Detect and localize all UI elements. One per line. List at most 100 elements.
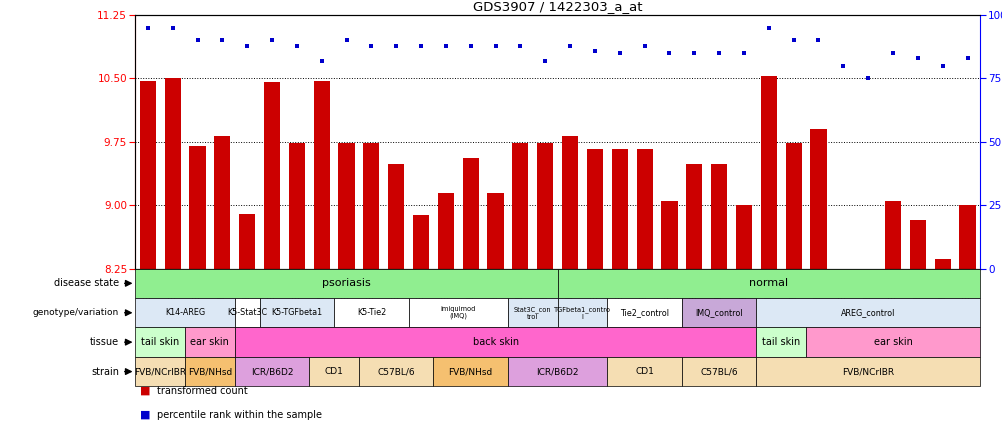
Bar — [234, 298, 260, 328]
Text: AREG_control: AREG_control — [840, 308, 895, 317]
Bar — [607, 298, 681, 328]
Text: normal: normal — [748, 278, 788, 288]
Point — [785, 37, 801, 44]
Bar — [681, 298, 756, 328]
Bar — [289, 143, 305, 269]
Text: ■: ■ — [140, 410, 150, 420]
Bar — [135, 357, 185, 386]
Bar — [309, 357, 359, 386]
Point — [189, 37, 205, 44]
Text: ICR/B6D2: ICR/B6D2 — [536, 367, 578, 376]
Bar — [408, 298, 507, 328]
Point — [934, 62, 950, 69]
Text: ■: ■ — [140, 386, 150, 396]
Text: imiquimod
(IMQ): imiquimod (IMQ) — [440, 306, 476, 320]
Bar — [214, 136, 230, 269]
Point — [760, 24, 776, 32]
Text: Stat3C_con
trol: Stat3C_con trol — [513, 306, 551, 320]
Text: strain: strain — [91, 367, 119, 377]
Bar — [806, 328, 979, 357]
Point — [289, 42, 305, 49]
Point — [487, 42, 503, 49]
Point — [860, 75, 876, 82]
Bar — [611, 150, 627, 269]
Bar — [557, 298, 607, 328]
Text: Tie2_control: Tie2_control — [619, 308, 668, 317]
Point — [537, 57, 553, 64]
Bar — [334, 298, 408, 328]
Text: tail skin: tail skin — [141, 337, 179, 347]
Bar — [139, 81, 155, 269]
Text: K14-AREG: K14-AREG — [165, 308, 205, 317]
Bar — [238, 214, 255, 269]
Text: psoriasis: psoriasis — [322, 278, 371, 288]
Text: IMQ_control: IMQ_control — [694, 308, 742, 317]
Bar — [756, 328, 806, 357]
Bar — [487, 194, 503, 269]
Point — [238, 42, 255, 49]
Bar — [413, 215, 429, 269]
Point — [438, 42, 454, 49]
Point — [909, 55, 925, 62]
Bar — [164, 79, 180, 269]
Point — [835, 62, 851, 69]
Point — [636, 42, 652, 49]
Point — [611, 50, 627, 57]
Bar — [561, 136, 577, 269]
Text: percentile rank within the sample: percentile rank within the sample — [157, 410, 323, 420]
Text: tail skin: tail skin — [762, 337, 800, 347]
Text: ICR/B6D2: ICR/B6D2 — [250, 367, 293, 376]
Text: FVB/NHsd: FVB/NHsd — [448, 367, 492, 376]
Bar — [260, 298, 334, 328]
Bar — [507, 298, 557, 328]
Text: FVB/NCrIBR: FVB/NCrIBR — [842, 367, 894, 376]
Point — [164, 24, 180, 32]
Text: C57BL/6: C57BL/6 — [377, 367, 415, 376]
Point — [735, 50, 752, 57]
Bar — [507, 357, 607, 386]
Bar — [607, 357, 681, 386]
Text: CD1: CD1 — [634, 367, 653, 376]
Text: ear skin: ear skin — [190, 337, 229, 347]
Text: C57BL/6: C57BL/6 — [699, 367, 737, 376]
Text: TGFbeta1_contro
l: TGFbeta1_contro l — [553, 306, 610, 320]
Bar — [135, 269, 557, 298]
Bar — [438, 194, 454, 269]
Point — [685, 50, 701, 57]
Point — [139, 24, 155, 32]
Text: FVB/NCrIBR: FVB/NCrIBR — [134, 367, 186, 376]
Bar — [636, 150, 652, 269]
Text: transformed count: transformed count — [157, 386, 247, 396]
Bar — [959, 205, 975, 269]
Bar — [934, 259, 950, 269]
Bar — [388, 164, 404, 269]
Bar — [537, 143, 553, 269]
Bar — [735, 205, 752, 269]
Text: K5-TGFbeta1: K5-TGFbeta1 — [271, 308, 322, 317]
Bar — [185, 328, 234, 357]
Bar — [756, 357, 979, 386]
Bar — [685, 164, 701, 269]
Bar — [909, 221, 925, 269]
Text: K5-Stat3C: K5-Stat3C — [226, 308, 267, 317]
Point — [512, 42, 528, 49]
Bar — [557, 269, 979, 298]
Point — [810, 37, 826, 44]
Point — [314, 57, 330, 64]
Bar — [338, 143, 355, 269]
Bar — [710, 164, 726, 269]
Title: GDS3907 / 1422303_a_at: GDS3907 / 1422303_a_at — [473, 0, 641, 12]
Point — [586, 47, 602, 54]
Text: CD1: CD1 — [325, 367, 344, 376]
Text: genotype/variation: genotype/variation — [33, 308, 119, 317]
Bar — [359, 357, 433, 386]
Bar — [135, 298, 234, 328]
Text: back skin: back skin — [472, 337, 518, 347]
Point — [363, 42, 379, 49]
Bar — [462, 158, 478, 269]
Point — [561, 42, 577, 49]
Bar — [314, 81, 330, 269]
Bar — [586, 150, 602, 269]
Text: disease state: disease state — [54, 278, 119, 288]
Bar — [135, 328, 185, 357]
